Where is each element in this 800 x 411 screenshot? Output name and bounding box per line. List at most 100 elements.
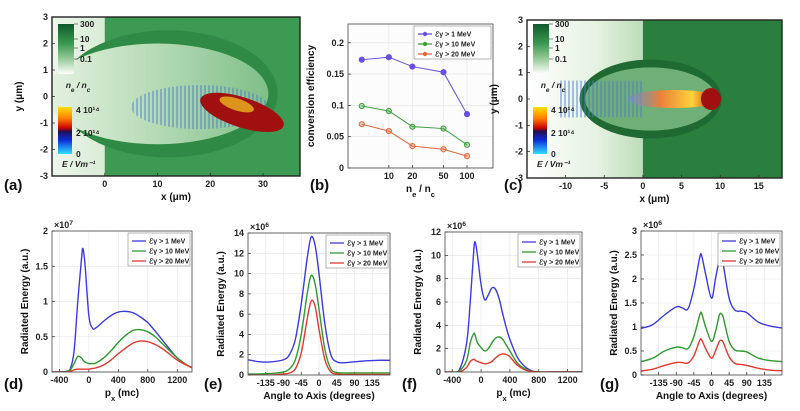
y-tick-label: -3 [40, 171, 48, 181]
field-colorbar [533, 107, 547, 154]
x-axis-label: Angle to Axis (degrees) [656, 391, 767, 402]
legend-marker [422, 51, 428, 57]
axis-exponent: ×106 [447, 221, 466, 232]
x-tick-label: 0 [316, 378, 321, 388]
x-tick-label: 0 [86, 375, 91, 385]
panel-label: (a) [4, 177, 22, 194]
series-group [52, 247, 192, 372]
data-point [358, 56, 365, 63]
panel-label: (g) [600, 376, 619, 393]
x-tick-label: -10 [559, 181, 572, 191]
x-tick-label: 90 [742, 378, 752, 388]
data-point [358, 102, 365, 110]
density-colorbar-label: ne / nc [541, 80, 566, 94]
data-point [463, 141, 471, 148]
field-hotspot [700, 88, 721, 110]
y-axis-label: Radiated Energy (a.u.) [216, 251, 227, 357]
y-tick-label: 0.5 [624, 346, 637, 356]
y-tick-label: 14 [234, 228, 244, 238]
density-colorbar-tick: 300 [555, 19, 569, 29]
y-tick-label: 12 [234, 248, 244, 258]
y-axis-label: Radiated Energy (a.u.) [609, 250, 620, 356]
chart-panel-b: 10 20 50 100 0 0.05 0.1 0.15 0.2 ne / nc conversio… [306, 23, 494, 199]
data-point [358, 121, 365, 128]
series-line [445, 353, 582, 372]
y-axis-label: Radiated Energy (a.u.) [20, 249, 31, 355]
y-tick-label: 2 [239, 350, 244, 360]
x-axis-label: px (mc) [105, 388, 139, 403]
x-tick-label: 135 [365, 378, 380, 388]
plot-frame [51, 230, 193, 373]
density-colorbar [533, 24, 549, 74]
field-beam [627, 90, 721, 108]
x-tick-label: -45 [295, 378, 308, 388]
axis-exponent: ×107 [54, 220, 73, 231]
legend-entry: ℰγ > 10 MeV [739, 248, 780, 256]
x-tick-label: 5 [679, 181, 684, 191]
x-axis-label: x (μm) [161, 192, 191, 203]
y-tick-label: 0 [632, 370, 637, 380]
x-tick-label: 1200 [167, 375, 187, 385]
x-tick-label: 45 [332, 378, 342, 388]
field-colorbar-tick: 0 [76, 149, 81, 159]
legend-entry: ℰγ > 20 MeV [539, 259, 580, 267]
x-tick-label: 0 [640, 181, 645, 191]
series-line [445, 332, 582, 372]
legend-entry: ℰγ > 20 MeV [149, 258, 190, 266]
x-axis-label: x (μm) [639, 194, 669, 205]
y-tick-label: -2 [515, 147, 523, 157]
y-tick-label: 0 [239, 370, 244, 380]
plot-frame [247, 232, 391, 376]
y-tick-label: 6 [436, 297, 441, 307]
legend: ℰγ > 1 MeV ℰγ > 10 MeV ℰγ > 20 MeV [517, 233, 581, 268]
x-tick-label: 800 [531, 375, 546, 385]
legend-entry: ℰγ > 10 MeV [435, 41, 476, 49]
data-point [440, 146, 447, 153]
density-colorbar-tick: 10 [80, 34, 90, 44]
x-tick-label: 10 [153, 179, 163, 189]
y-tick-label: 0 [339, 163, 344, 173]
y-tick-label: 0.5 [35, 332, 48, 342]
x-tick-label: 15 [754, 181, 764, 191]
x-tick-label: 90 [349, 378, 359, 388]
legend-entry: ℰγ > 10 MeV [539, 249, 580, 257]
x-tick-label: 100 [460, 171, 475, 181]
y-tick-label: 4 [239, 329, 244, 339]
x-tick-label: -400 [50, 375, 68, 385]
y-tick-label: 0 [436, 367, 441, 377]
y-tick-label: 4 [436, 320, 441, 330]
legend-entry: ℰγ > 20 MeV [739, 258, 780, 266]
legend-entry: ℰγ > 1 MeV [149, 238, 186, 246]
x-tick-label: 135 [757, 378, 772, 388]
density-colorbar-tick: 300 [80, 19, 94, 29]
y-tick-label: 3 [518, 15, 523, 25]
x-tick-label: 20 [407, 171, 417, 181]
x-tick-label: 400 [111, 375, 126, 385]
series-line [641, 252, 782, 330]
y-tick-label: 2 [43, 39, 48, 49]
y-tick-label: 10 [234, 269, 244, 279]
y-tick-label: 0.1 [331, 100, 344, 110]
series-group [358, 54, 471, 160]
series-line [445, 240, 582, 372]
y-tick-label: 2 [436, 344, 441, 354]
field-colorbar-tick: 4 10¹⁴ [551, 105, 575, 115]
data-point [409, 63, 416, 70]
legend-entry: ℰγ > 1 MeV [347, 240, 384, 248]
y-tick-label: 8 [436, 274, 441, 284]
data-point [440, 125, 447, 132]
y-tick-label: 2 [518, 41, 523, 51]
data-point [440, 69, 447, 76]
x-tick-label: -135 [257, 378, 275, 388]
series-line [248, 299, 390, 375]
y-tick-label: 0.05 [326, 132, 344, 142]
chart-panel-g: -135 -90 -45 0 45 90 135 0 0.5 1 1.5 2 2.5 3 Angle to … [600, 220, 783, 402]
data-point [385, 127, 392, 135]
y-axis-label: conversion efficiency [306, 44, 317, 147]
series-group [641, 252, 782, 372]
x-tick-label: 10 [715, 181, 725, 191]
legend-entry: ℰγ > 10 MeV [149, 248, 190, 256]
x-tick-label: -90 [277, 378, 290, 388]
